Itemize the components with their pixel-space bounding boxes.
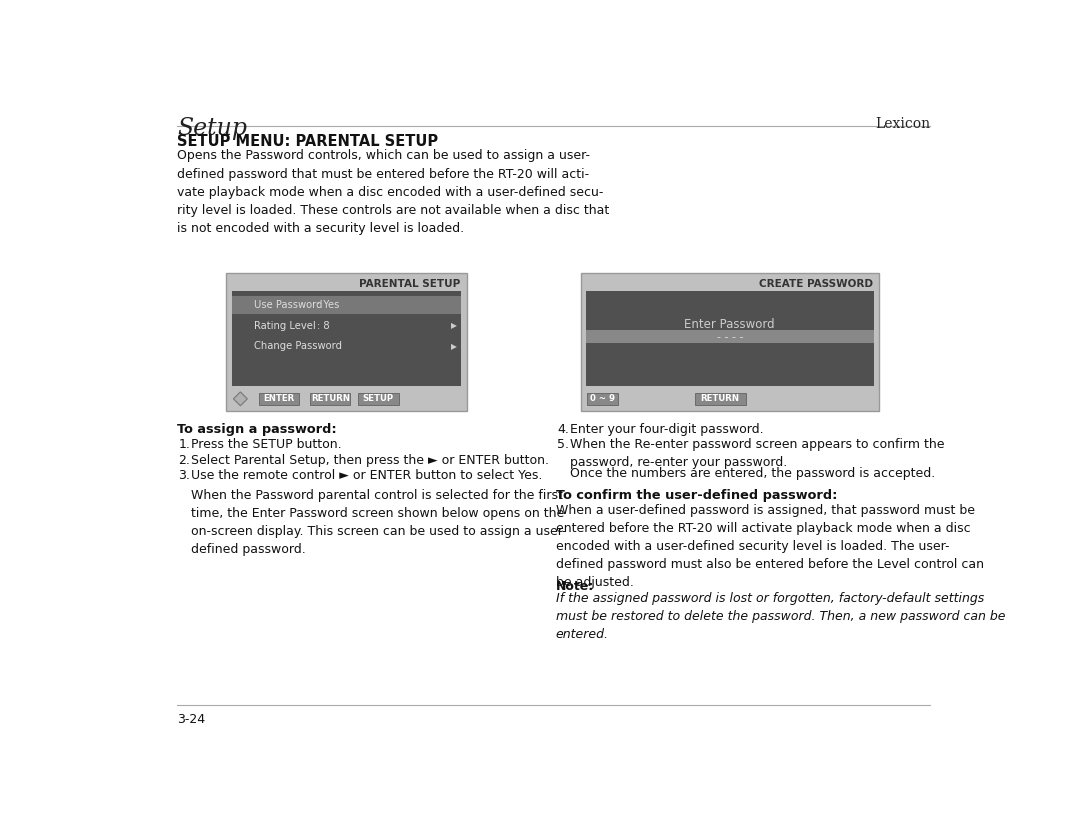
- Text: Setup: Setup: [177, 117, 247, 140]
- Text: : 8: : 8: [318, 321, 329, 331]
- Bar: [586, 330, 874, 344]
- Text: ▶: ▶: [450, 342, 457, 351]
- Text: - - - -: - - - -: [716, 332, 743, 342]
- Text: 4.: 4.: [557, 423, 569, 435]
- Text: Press the SETUP button.: Press the SETUP button.: [191, 438, 341, 451]
- Bar: [586, 393, 618, 405]
- Text: 3-24: 3-24: [177, 713, 205, 726]
- Text: 5.: 5.: [557, 438, 569, 451]
- Text: Change Password: Change Password: [254, 341, 341, 351]
- Text: : Yes: : Yes: [318, 300, 339, 310]
- Text: Lexicon: Lexicon: [875, 117, 930, 131]
- Bar: [581, 273, 879, 411]
- Polygon shape: [233, 392, 247, 406]
- Bar: [227, 273, 467, 411]
- Text: 2.: 2.: [178, 454, 190, 466]
- Text: When the Password parental control is selected for the first
time, the Enter Pas: When the Password parental control is se…: [191, 489, 566, 556]
- Text: 3.: 3.: [178, 469, 190, 482]
- Text: When a user-defined password is assigned, that password must be
entered before t: When a user-defined password is assigned…: [556, 505, 984, 590]
- Bar: [232, 296, 461, 314]
- Text: Opens the Password controls, which can be used to assign a user-
defined passwor: Opens the Password controls, which can b…: [177, 149, 609, 235]
- Text: Rating Level: Rating Level: [254, 321, 315, 331]
- Text: Once the numbers are entered, the password is accepted.: Once the numbers are entered, the passwo…: [570, 467, 935, 480]
- Text: RETURN: RETURN: [311, 394, 350, 403]
- Text: Use Password: Use Password: [254, 300, 322, 310]
- Text: PARENTAL SETUP: PARENTAL SETUP: [360, 279, 460, 289]
- Bar: [232, 291, 461, 386]
- Bar: [259, 393, 299, 405]
- Text: Note:: Note:: [556, 580, 594, 593]
- Bar: [586, 291, 874, 386]
- Text: CREATE PASSWORD: CREATE PASSWORD: [759, 279, 873, 289]
- Text: ▶: ▶: [450, 321, 457, 330]
- Text: RETURN: RETURN: [701, 394, 740, 403]
- Text: To assign a password:: To assign a password:: [177, 423, 337, 435]
- Bar: [359, 393, 399, 405]
- Text: Enter your four-digit password.: Enter your four-digit password.: [570, 423, 764, 435]
- Text: ENTER: ENTER: [264, 394, 295, 403]
- Text: Enter Password: Enter Password: [685, 318, 775, 331]
- Text: 1.: 1.: [178, 438, 190, 451]
- Text: SETUP MENU: PARENTAL SETUP: SETUP MENU: PARENTAL SETUP: [177, 134, 438, 149]
- Text: 0 ~ 9: 0 ~ 9: [590, 394, 615, 403]
- Text: If the assigned password is lost or forgotten, factory-default settings
must be : If the assigned password is lost or forg…: [556, 592, 1005, 641]
- Text: When the Re-enter password screen appears to confirm the
password, re-enter your: When the Re-enter password screen appear…: [570, 438, 944, 469]
- Text: Select Parental Setup, then press the ► or ENTER button.: Select Parental Setup, then press the ► …: [191, 454, 549, 466]
- Text: Use the remote control ► or ENTER button to select Yes.: Use the remote control ► or ENTER button…: [191, 469, 542, 482]
- Text: To confirm the user-defined password:: To confirm the user-defined password:: [556, 489, 837, 502]
- Bar: [696, 393, 745, 405]
- Bar: [310, 393, 350, 405]
- Text: SETUP: SETUP: [363, 394, 394, 403]
